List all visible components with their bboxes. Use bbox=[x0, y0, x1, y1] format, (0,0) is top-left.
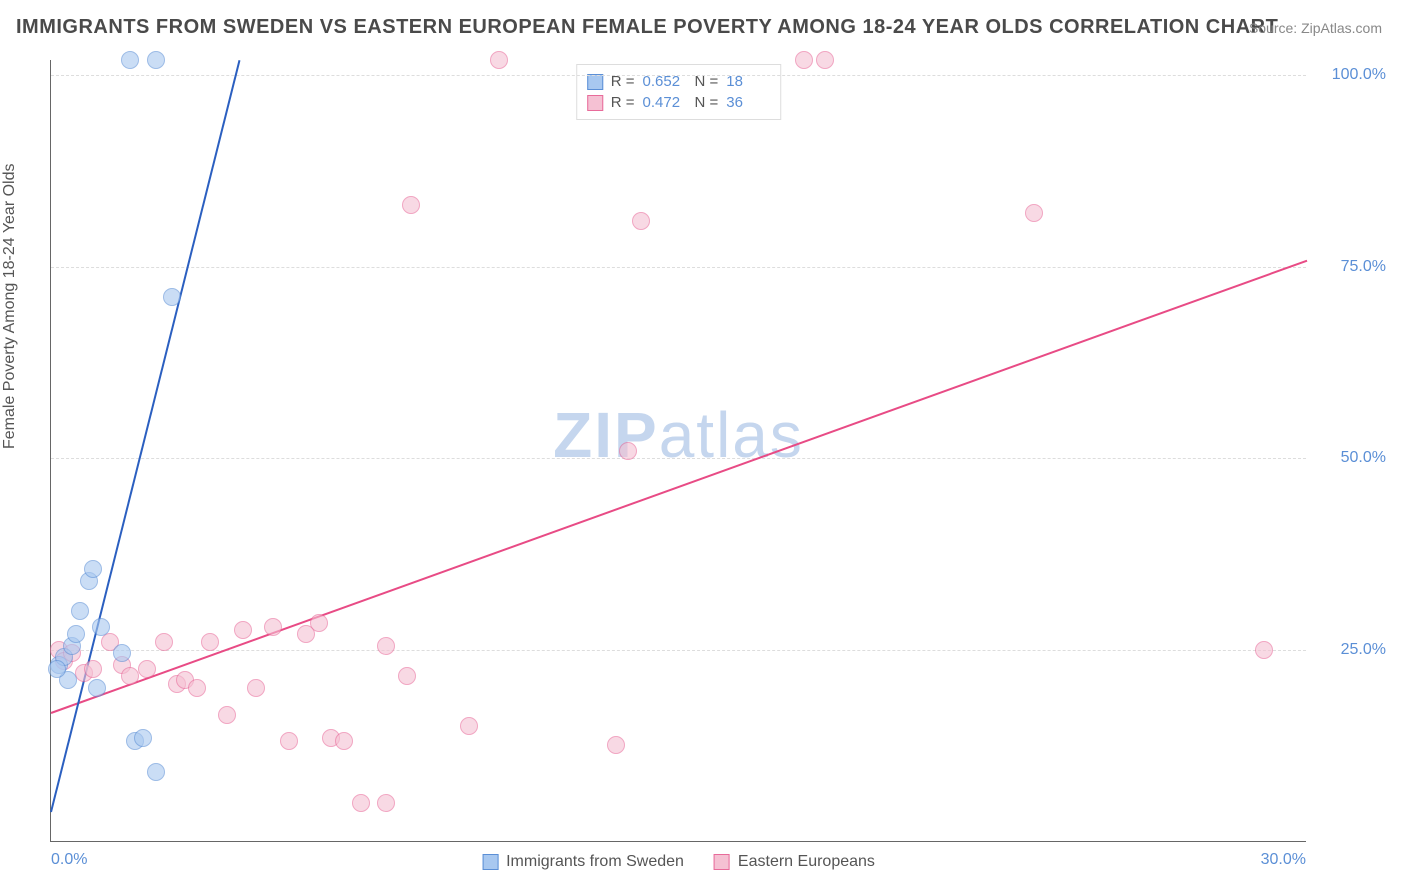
grid-line bbox=[51, 267, 1306, 268]
scatter-point-eastern-europeans bbox=[352, 794, 370, 812]
y-tick-label: 75.0% bbox=[1316, 258, 1386, 276]
scatter-point-eastern-europeans bbox=[619, 442, 637, 460]
scatter-point-eastern-europeans bbox=[816, 51, 834, 69]
y-tick-label: 50.0% bbox=[1316, 449, 1386, 467]
scatter-point-eastern-europeans bbox=[607, 736, 625, 754]
x-tick-label: 0.0% bbox=[51, 851, 87, 869]
scatter-point-eastern-europeans bbox=[155, 633, 173, 651]
source-attribution: Source: ZipAtlas.com bbox=[1249, 20, 1382, 36]
scatter-point-eastern-europeans bbox=[138, 660, 156, 678]
watermark-light: atlas bbox=[659, 399, 804, 471]
legend-n-label: N = bbox=[695, 94, 719, 111]
scatter-point-eastern-europeans bbox=[188, 679, 206, 697]
scatter-point-sweden bbox=[67, 625, 85, 643]
trend-line-eastern-europeans bbox=[51, 259, 1308, 713]
grid-line bbox=[51, 75, 1306, 76]
scatter-point-eastern-europeans bbox=[247, 679, 265, 697]
legend-r-value: 0.472 bbox=[643, 94, 687, 111]
scatter-point-sweden bbox=[84, 560, 102, 578]
series-legend-label: Immigrants from Sweden bbox=[506, 853, 684, 871]
source-label: Source: bbox=[1249, 20, 1297, 36]
scatter-point-eastern-europeans bbox=[402, 196, 420, 214]
scatter-point-sweden bbox=[88, 679, 106, 697]
scatter-point-eastern-europeans bbox=[218, 706, 236, 724]
y-axis-label: Female Poverty Among 18-24 Year Olds bbox=[1, 164, 19, 450]
watermark-bold: ZIP bbox=[553, 399, 659, 471]
scatter-point-eastern-europeans bbox=[201, 633, 219, 651]
y-tick-label: 100.0% bbox=[1316, 66, 1386, 84]
grid-line bbox=[51, 650, 1306, 651]
scatter-point-eastern-europeans bbox=[234, 621, 252, 639]
scatter-point-eastern-europeans bbox=[310, 614, 328, 632]
source-value: ZipAtlas.com bbox=[1301, 20, 1382, 36]
scatter-point-sweden bbox=[113, 644, 131, 662]
series-legend-label: Eastern Europeans bbox=[738, 853, 875, 871]
scatter-point-sweden bbox=[48, 660, 66, 678]
trend-line-sweden bbox=[50, 61, 240, 813]
scatter-point-sweden bbox=[163, 288, 181, 306]
series-legend-item: Eastern Europeans bbox=[714, 853, 875, 871]
correlation-legend-row: R = 0.472 N = 36 bbox=[587, 92, 771, 113]
scatter-point-eastern-europeans bbox=[264, 618, 282, 636]
y-tick-label: 25.0% bbox=[1316, 641, 1386, 659]
scatter-point-eastern-europeans bbox=[1255, 641, 1273, 659]
scatter-point-eastern-europeans bbox=[280, 732, 298, 750]
correlation-legend: R =0.652N =18 R = 0.472 N = 36 bbox=[576, 64, 782, 120]
legend-swatch bbox=[714, 854, 730, 870]
scatter-point-eastern-europeans bbox=[377, 794, 395, 812]
grid-line bbox=[51, 458, 1306, 459]
correlation-legend-row: R =0.652N =18 bbox=[587, 71, 771, 92]
scatter-point-sweden bbox=[92, 618, 110, 636]
scatter-point-eastern-europeans bbox=[84, 660, 102, 678]
legend-r-label: R = bbox=[611, 94, 635, 111]
series-legend: Immigrants from Sweden Eastern Europeans bbox=[482, 853, 875, 871]
scatter-point-eastern-europeans bbox=[460, 717, 478, 735]
scatter-point-eastern-europeans bbox=[1025, 204, 1043, 222]
scatter-point-sweden bbox=[134, 729, 152, 747]
chart-container: IMMIGRANTS FROM SWEDEN VS EASTERN EUROPE… bbox=[0, 0, 1406, 892]
scatter-point-sweden bbox=[147, 51, 165, 69]
legend-n-value: 36 bbox=[726, 94, 770, 111]
scatter-point-eastern-europeans bbox=[335, 732, 353, 750]
scatter-point-eastern-europeans bbox=[795, 51, 813, 69]
watermark: ZIPatlas bbox=[553, 398, 804, 472]
scatter-point-sweden bbox=[147, 763, 165, 781]
legend-swatch bbox=[482, 854, 498, 870]
scatter-point-sweden bbox=[71, 602, 89, 620]
scatter-point-eastern-europeans bbox=[121, 667, 139, 685]
scatter-point-eastern-europeans bbox=[632, 212, 650, 230]
legend-swatch bbox=[587, 95, 603, 111]
scatter-point-eastern-europeans bbox=[377, 637, 395, 655]
x-tick-label: 30.0% bbox=[1261, 851, 1306, 869]
series-legend-item: Immigrants from Sweden bbox=[482, 853, 684, 871]
scatter-point-sweden bbox=[121, 51, 139, 69]
scatter-point-eastern-europeans bbox=[398, 667, 416, 685]
chart-title: IMMIGRANTS FROM SWEDEN VS EASTERN EUROPE… bbox=[16, 16, 1278, 39]
scatter-point-eastern-europeans bbox=[490, 51, 508, 69]
plot-area: ZIPatlas R =0.652N =18R =0.472N =36 Immi… bbox=[50, 60, 1306, 842]
